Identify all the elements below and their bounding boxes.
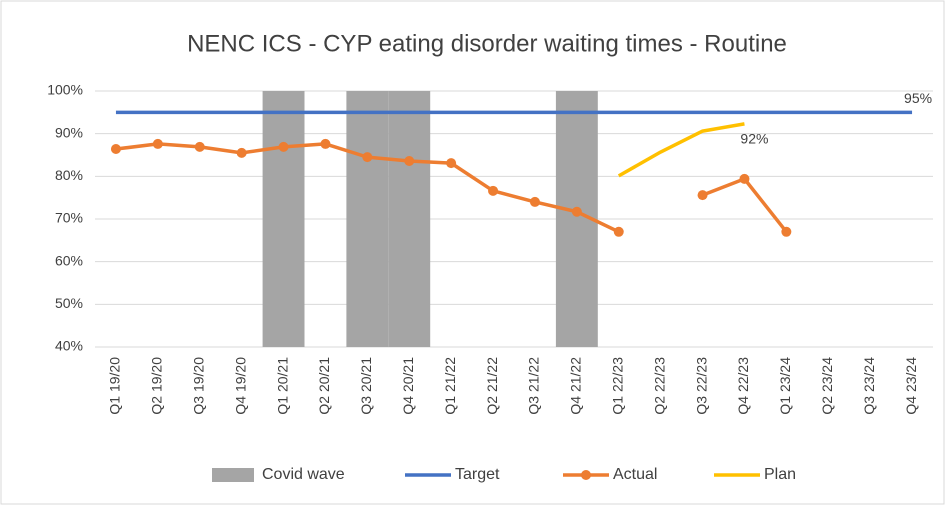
x-tick-label: Q4 20/21 [400,357,416,415]
x-tick-label: Q3 21/22 [526,357,542,415]
x-tick-label: Q2 23/24 [819,357,835,415]
x-tick-label: Q4 22/23 [735,357,751,415]
x-tick-label: Q2 22/23 [651,357,667,415]
x-tick-label: Q4 19/20 [232,357,248,415]
point-marker [488,185,499,196]
point-marker [110,144,121,155]
y-tick-label: 80% [55,167,83,183]
legend-label: Target [455,466,500,483]
x-tick-label: Q2 19/20 [149,357,165,415]
y-tick-label: 100% [47,82,83,98]
point-marker [320,138,331,149]
legend-marker [581,470,591,480]
x-tick-label: Q1 19/20 [107,357,123,415]
series-line [617,122,745,178]
x-tick-label: Q1 23/24 [777,357,793,415]
x-tick-label: Q4 23/24 [903,357,919,415]
x-tick-label: Q3 23/24 [861,357,877,415]
point-marker [362,152,373,163]
y-tick-label: 40% [55,338,83,354]
data-label: 92% [740,131,768,147]
point-marker [152,138,163,149]
x-tick-label: Q2 20/21 [316,357,332,415]
x-tick-label: Q3 20/21 [358,357,374,415]
legend-label: Actual [613,466,657,483]
data-label: 95% [904,90,932,106]
covid-bar [346,91,389,347]
legend-swatch [212,468,254,482]
point-marker [739,173,750,184]
y-tick-label: 60% [55,252,83,268]
x-tick-label: Q2 21/22 [484,357,500,415]
point-marker [697,190,708,201]
point-marker [446,158,457,169]
x-tick-label: Q1 20/21 [274,357,290,415]
y-tick-label: 50% [55,295,83,311]
point-marker [781,226,792,237]
covid-bar [262,91,305,347]
point-marker [529,196,540,207]
y-tick-label: 70% [55,210,83,226]
chart-title: NENC ICS - CYP eating disorder waiting t… [187,30,787,57]
x-tick-label: Q1 22/23 [609,357,625,415]
point-marker [278,141,289,152]
point-marker [613,226,624,237]
legend-label: Plan [764,466,796,483]
point-marker [404,155,415,166]
point-marker [571,206,582,217]
x-tick-label: Q1 21/22 [442,357,458,415]
y-tick-label: 90% [55,124,83,140]
x-tick-label: Q3 19/20 [190,357,206,415]
x-tick-label: Q4 21/22 [568,357,584,415]
x-tick-label: Q3 22/23 [693,357,709,415]
legend-label: Covid wave [262,466,345,483]
covid-bar [388,91,431,347]
point-marker [236,147,247,158]
point-marker [194,141,205,152]
